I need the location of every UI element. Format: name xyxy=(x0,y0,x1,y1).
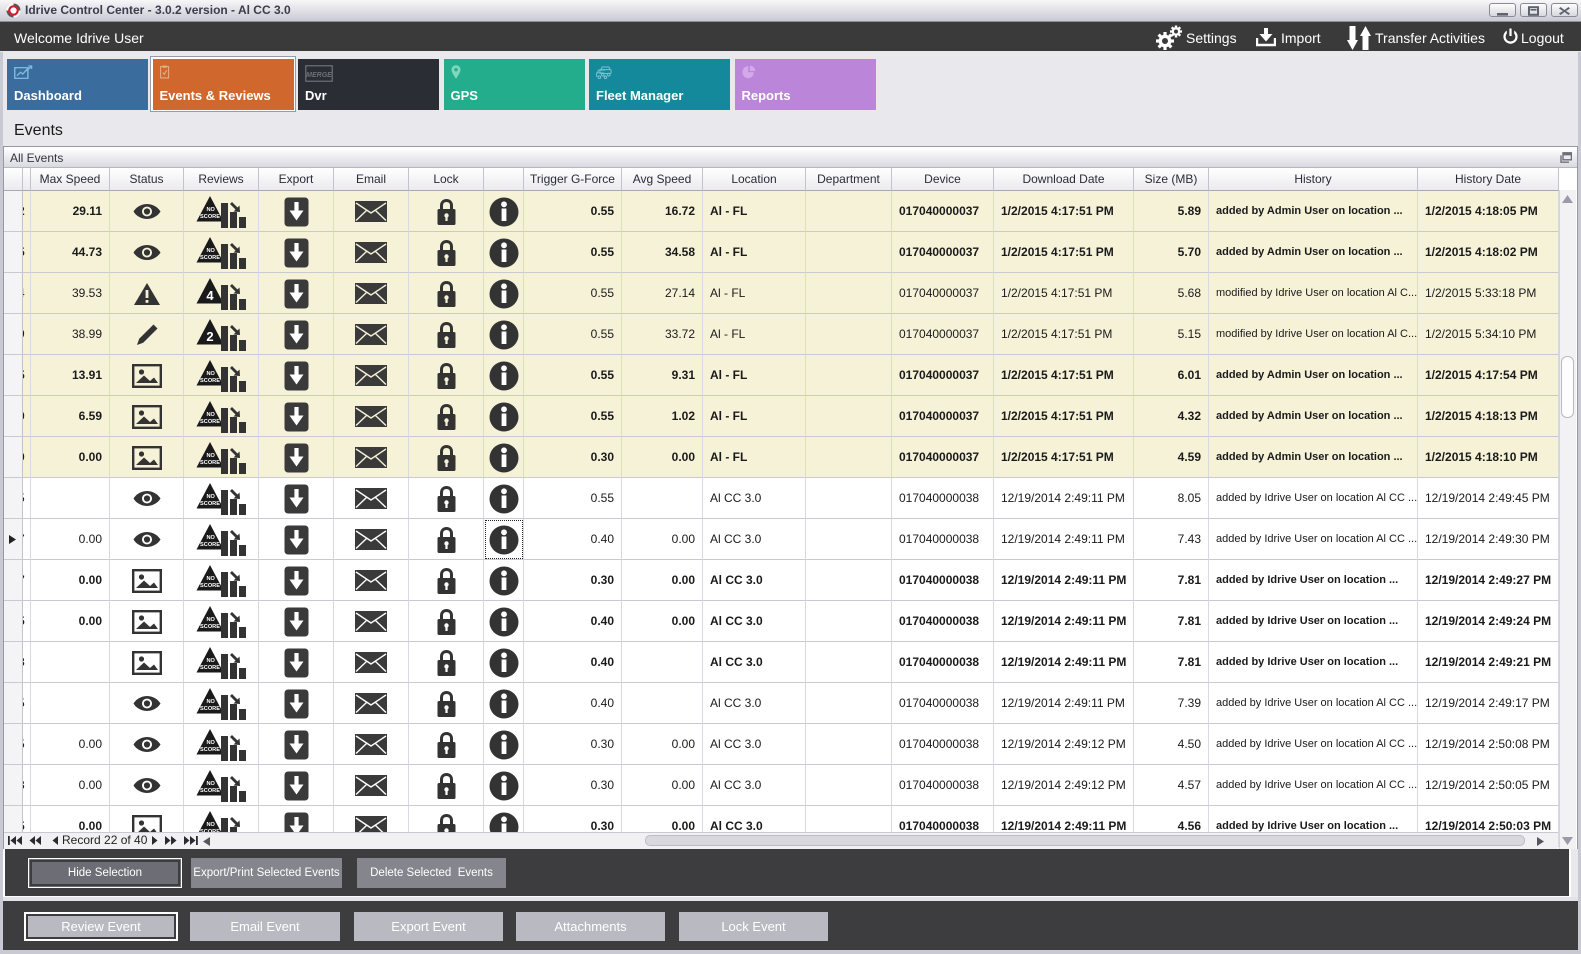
svg-text:SCORE: SCORE xyxy=(200,665,220,671)
svg-text:NO: NO xyxy=(207,454,216,460)
svg-text:SCORE: SCORE xyxy=(200,788,220,794)
svg-text:SCORE: SCORE xyxy=(200,501,220,507)
svg-text:2: 2 xyxy=(206,329,213,344)
svg-text:NO: NO xyxy=(207,536,216,542)
svg-text:NO: NO xyxy=(207,823,216,829)
svg-text:NO: NO xyxy=(207,413,216,419)
svg-text:NO: NO xyxy=(207,372,216,378)
svg-text:SCORE: SCORE xyxy=(200,706,220,712)
svg-text:NO: NO xyxy=(207,495,216,501)
svg-text:SCORE: SCORE xyxy=(200,460,220,466)
svg-text:SCORE: SCORE xyxy=(200,583,220,589)
svg-text:SCORE: SCORE xyxy=(200,378,220,384)
svg-text:SCORE: SCORE xyxy=(200,624,220,630)
svg-text:NO: NO xyxy=(207,700,216,706)
svg-text:SCORE: SCORE xyxy=(200,542,220,548)
svg-text:NO: NO xyxy=(207,208,216,214)
svg-text:NO: NO xyxy=(207,618,216,624)
svg-text:NO: NO xyxy=(207,741,216,747)
svg-text:SCORE: SCORE xyxy=(200,214,220,220)
svg-text:SCORE: SCORE xyxy=(200,419,220,425)
svg-text:4: 4 xyxy=(206,288,214,303)
svg-text:MERGE: MERGE xyxy=(306,72,332,79)
svg-text:SCORE: SCORE xyxy=(200,255,220,261)
svg-text:NO: NO xyxy=(207,249,216,255)
svg-text:NO: NO xyxy=(207,659,216,665)
svg-text:NO: NO xyxy=(207,782,216,788)
svg-text:NO: NO xyxy=(207,577,216,583)
svg-text:SCORE: SCORE xyxy=(200,747,220,753)
